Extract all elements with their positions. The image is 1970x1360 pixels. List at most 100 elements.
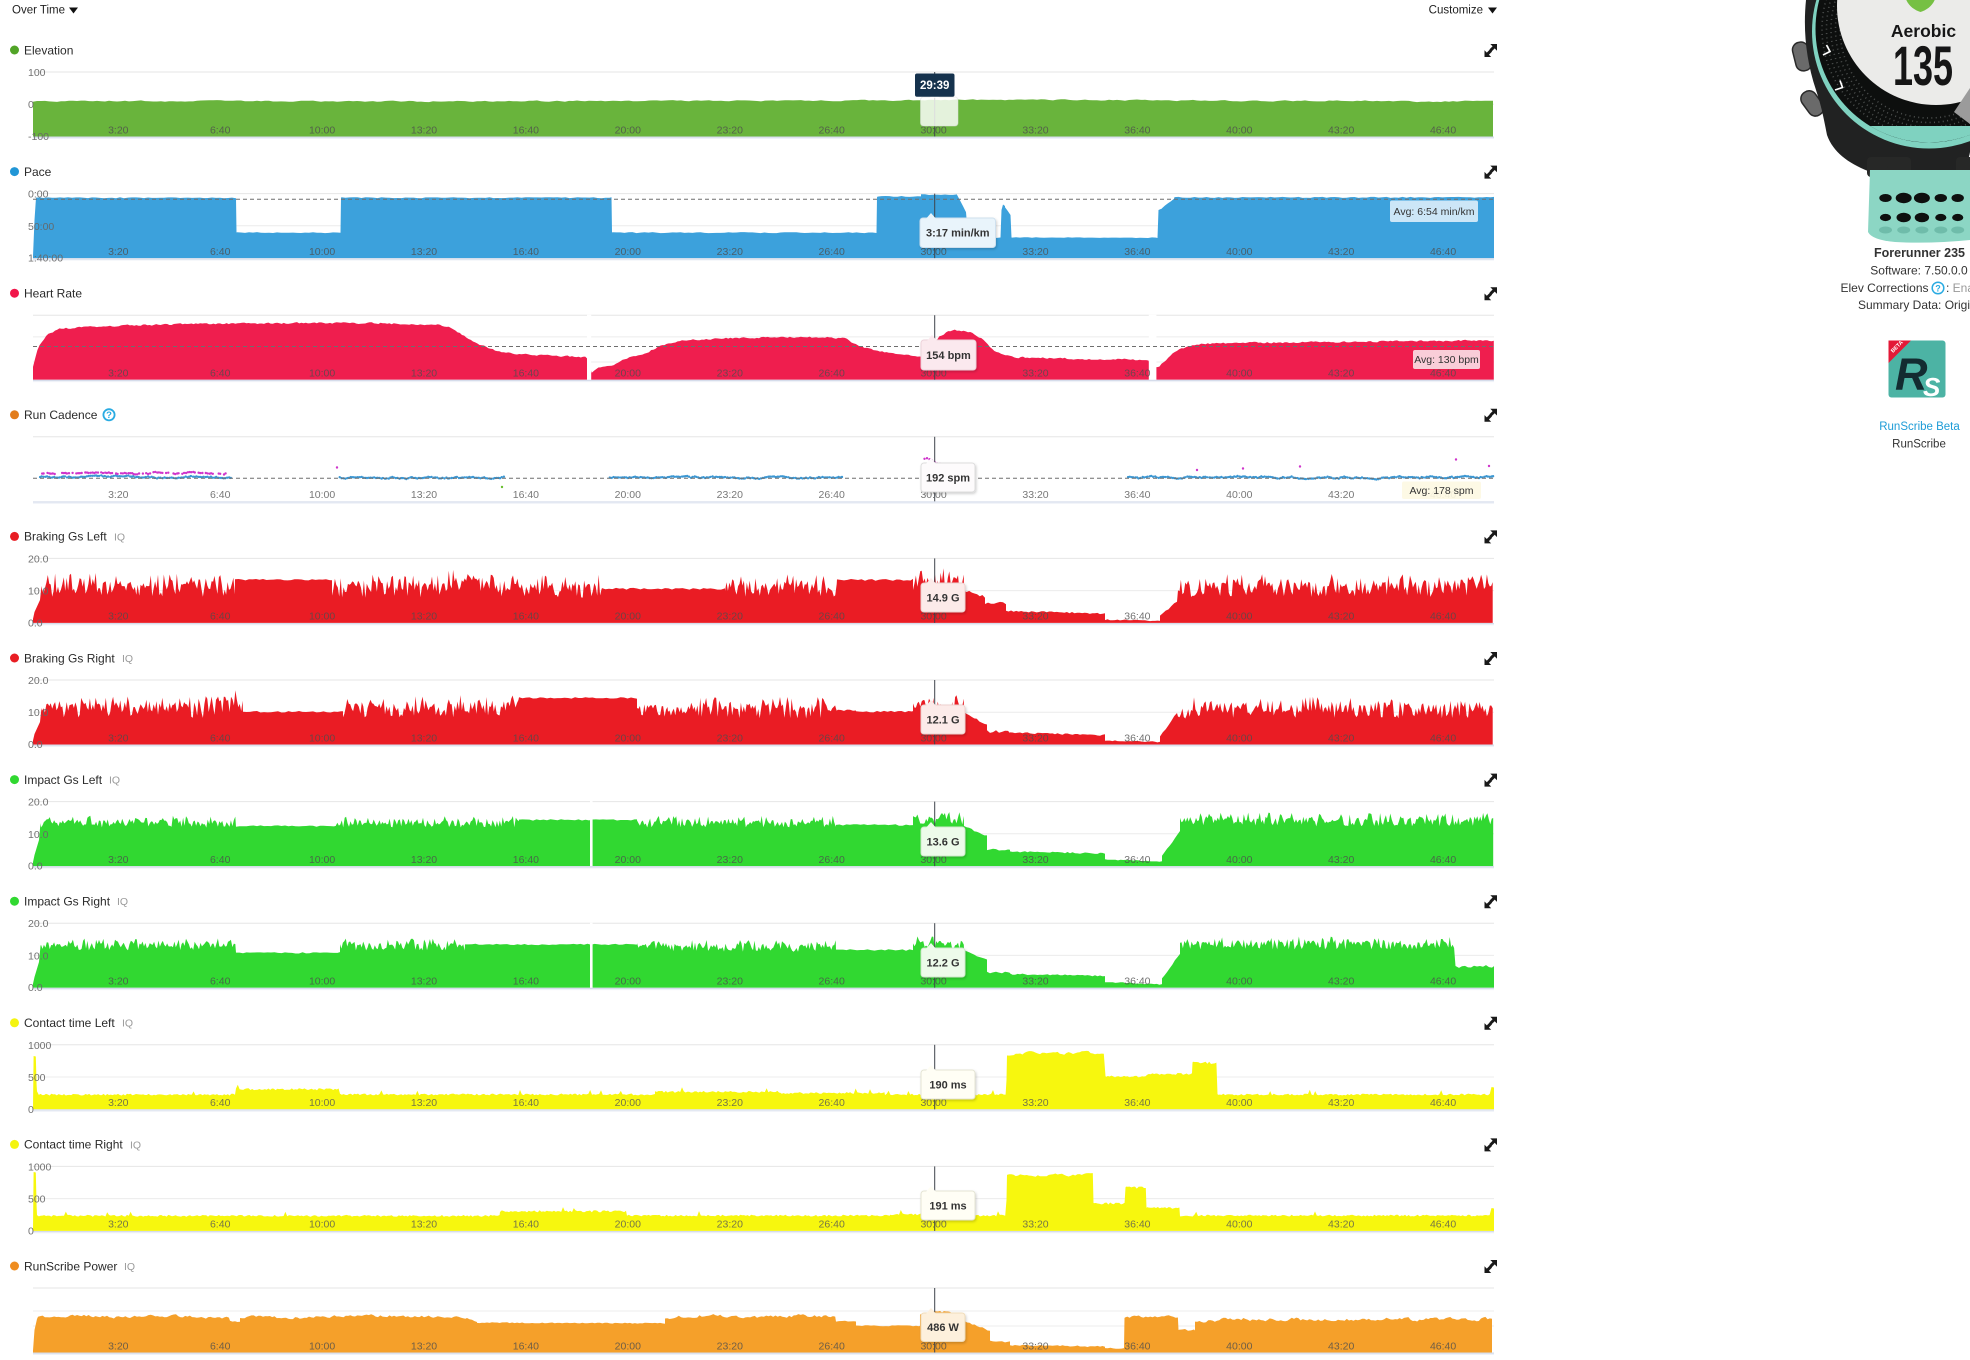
svg-text:3:20: 3:20	[108, 1340, 129, 1352]
svg-text:23:20: 23:20	[717, 732, 743, 744]
svg-text:10.0: 10.0	[28, 829, 49, 841]
svg-text:26:40: 26:40	[819, 976, 845, 988]
svg-text:26:40: 26:40	[819, 1340, 845, 1352]
svg-text:Run Cadence: Run Cadence	[24, 408, 98, 422]
svg-text:3:20: 3:20	[108, 368, 129, 380]
svg-text:1000: 1000	[28, 1161, 52, 1173]
svg-text:0.0: 0.0	[28, 617, 43, 629]
svg-text:6:40: 6:40	[210, 732, 231, 744]
svg-text:33:20: 33:20	[1022, 368, 1048, 380]
svg-text:10:00: 10:00	[309, 854, 335, 866]
svg-text:20.0: 20.0	[28, 918, 49, 930]
svg-text:20:00: 20:00	[615, 124, 641, 136]
svg-text:30:00: 30:00	[920, 246, 946, 258]
svg-text:10:00: 10:00	[309, 124, 335, 136]
svg-text:40:00: 40:00	[1226, 246, 1252, 258]
svg-text:16:40: 16:40	[513, 1219, 539, 1231]
svg-text:6:40: 6:40	[210, 976, 231, 988]
svg-text:3:20: 3:20	[108, 124, 129, 136]
svg-text:13:20: 13:20	[411, 368, 437, 380]
svg-text:100: 100	[28, 67, 46, 79]
svg-text:36:40: 36:40	[1124, 1340, 1150, 1352]
svg-text:46:40: 46:40	[1430, 124, 1456, 136]
svg-text:40:00: 40:00	[1226, 732, 1252, 744]
svg-text:500: 500	[28, 1072, 46, 1084]
svg-text:0.0: 0.0	[28, 861, 43, 873]
svg-text:12.1 G: 12.1 G	[926, 714, 959, 726]
svg-text:46:40: 46:40	[1430, 976, 1456, 988]
svg-text:26:40: 26:40	[819, 854, 845, 866]
svg-text:20:00: 20:00	[615, 976, 641, 988]
svg-text:13:20: 13:20	[411, 1219, 437, 1231]
svg-text:16:40: 16:40	[513, 124, 539, 136]
svg-text:46:40: 46:40	[1430, 368, 1456, 380]
svg-text:43:20: 43:20	[1328, 611, 1354, 623]
svg-text:10:00: 10:00	[309, 1097, 335, 1109]
svg-text:23:20: 23:20	[717, 854, 743, 866]
svg-text:13:20: 13:20	[411, 1340, 437, 1352]
svg-text:0: 0	[28, 1104, 34, 1116]
svg-text:13:20: 13:20	[411, 976, 437, 988]
svg-text:20.0: 20.0	[28, 675, 49, 687]
svg-text:20:00: 20:00	[615, 854, 641, 866]
svg-text:10:00: 10:00	[309, 1219, 335, 1231]
svg-text:10.0: 10.0	[28, 707, 49, 719]
svg-text:23:20: 23:20	[717, 246, 743, 258]
svg-text:3:17 min/km: 3:17 min/km	[926, 228, 990, 240]
svg-text:26:40: 26:40	[819, 246, 845, 258]
svg-text:40:00: 40:00	[1226, 854, 1252, 866]
svg-text:36:40: 36:40	[1124, 1097, 1150, 1109]
svg-text:190 ms: 190 ms	[929, 1079, 966, 1091]
svg-text:36:40: 36:40	[1124, 854, 1150, 866]
svg-text:10:00: 10:00	[309, 1340, 335, 1352]
svg-text:16:40: 16:40	[513, 976, 539, 988]
svg-text:192 spm: 192 spm	[926, 472, 970, 484]
svg-text:46:40: 46:40	[1430, 1097, 1456, 1109]
svg-text:?: ?	[106, 410, 112, 421]
svg-text:0: 0	[28, 1225, 34, 1237]
svg-text:20.0: 20.0	[28, 553, 49, 565]
svg-text:10.0: 10.0	[28, 586, 49, 598]
svg-text:26:40: 26:40	[819, 1097, 845, 1109]
svg-text:3:20: 3:20	[108, 1097, 129, 1109]
svg-text:10:00: 10:00	[309, 368, 335, 380]
svg-text:23:20: 23:20	[717, 1097, 743, 1109]
svg-text:16:40: 16:40	[513, 246, 539, 258]
svg-text:13:20: 13:20	[411, 854, 437, 866]
svg-text:43:20: 43:20	[1328, 124, 1354, 136]
svg-text:23:20: 23:20	[717, 1219, 743, 1231]
svg-text:10:00: 10:00	[309, 489, 335, 501]
svg-text:20:00: 20:00	[615, 246, 641, 258]
svg-text:154 bpm: 154 bpm	[926, 350, 971, 362]
svg-text:46:40: 46:40	[1430, 854, 1456, 866]
svg-text:20:00: 20:00	[615, 1097, 641, 1109]
svg-text:Braking Gs Right: Braking Gs Right	[24, 651, 115, 665]
svg-text:20:00: 20:00	[615, 368, 641, 380]
svg-text:Contact time Right: Contact time Right	[24, 1138, 123, 1152]
svg-text:-100: -100	[28, 131, 49, 143]
svg-text:23:20: 23:20	[717, 611, 743, 623]
svg-text:Summary Data: Origin: Summary Data: Origin	[1858, 298, 1970, 312]
svg-text:20:00: 20:00	[615, 611, 641, 623]
svg-text:43:20: 43:20	[1328, 489, 1354, 501]
svg-text:Aerobic: Aerobic	[1891, 21, 1956, 41]
svg-text:6:40: 6:40	[210, 611, 231, 623]
svg-text:10:00: 10:00	[309, 732, 335, 744]
svg-text:0:00: 0:00	[28, 189, 49, 201]
svg-text:46:40: 46:40	[1430, 611, 1456, 623]
svg-text:43:20: 43:20	[1328, 1097, 1354, 1109]
svg-text:3:20: 3:20	[108, 246, 129, 258]
svg-text:6:40: 6:40	[210, 1340, 231, 1352]
svg-text:36:40: 36:40	[1124, 976, 1150, 988]
svg-text:43:20: 43:20	[1328, 854, 1354, 866]
svg-text:33:20: 33:20	[1022, 732, 1048, 744]
svg-text:46:40: 46:40	[1430, 1340, 1456, 1352]
svg-text:30:00: 30:00	[920, 611, 946, 623]
svg-text:46:40: 46:40	[1430, 732, 1456, 744]
svg-text:3:20: 3:20	[108, 732, 129, 744]
svg-text:46:40: 46:40	[1430, 246, 1456, 258]
svg-text:40:00: 40:00	[1226, 1340, 1252, 1352]
svg-text:1000: 1000	[28, 1040, 52, 1052]
svg-text:50:00: 50:00	[28, 221, 54, 233]
svg-text:Software: 7.50.0.0: Software: 7.50.0.0	[1870, 264, 1968, 278]
